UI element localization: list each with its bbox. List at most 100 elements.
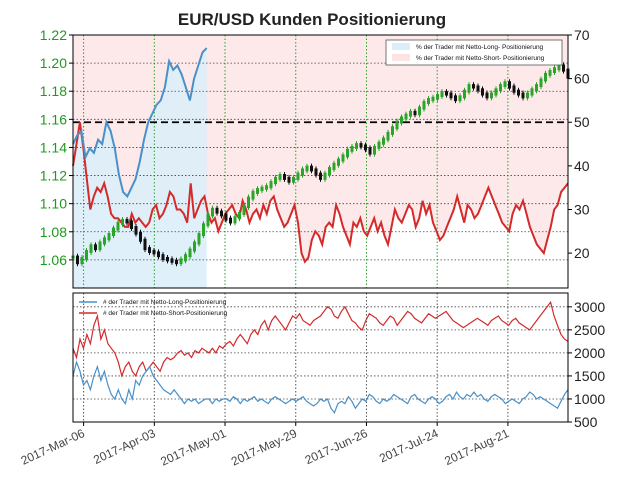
price-tick-label: 1.14 — [40, 139, 67, 155]
price-candle — [215, 207, 219, 214]
date-axis-ticks: 2017-Mar-06 2017-Apr-03 2017-May-01 2017-Ma… — [19, 422, 511, 469]
price-candle — [404, 113, 408, 120]
date-tick-label: 2017-Aug-21 — [442, 426, 511, 468]
price-tick-label: 1.22 — [40, 27, 67, 43]
price-candle — [472, 84, 475, 89]
count-tick-label: 2500 — [574, 322, 605, 338]
price-candle — [310, 165, 313, 172]
price-candle — [229, 217, 232, 224]
price-candle — [364, 144, 367, 151]
price-candle — [134, 226, 138, 235]
count-tick-label: 2000 — [574, 345, 605, 361]
date-tick-label: 2017-Jun-26 — [303, 426, 370, 467]
price-candle — [139, 231, 142, 242]
price-candle — [179, 258, 183, 265]
price-panel-grid — [73, 34, 568, 288]
price-axis-ticks: 1.06 1.08 1.10 1.12 1.14 1.16 1.18 1.20 1.22 — [40, 27, 73, 268]
price-candle — [544, 72, 547, 82]
positioning-bands — [73, 35, 568, 288]
price-candle — [283, 174, 286, 180]
price-candle — [341, 154, 345, 162]
price-candle — [224, 213, 228, 221]
price-candle — [103, 237, 106, 245]
price-candle — [296, 172, 300, 180]
price-candle — [332, 162, 336, 171]
date-tick-label: 2017-Apr-03 — [91, 426, 158, 467]
price-candle — [562, 64, 565, 72]
price-candle — [382, 137, 385, 145]
price-candle — [458, 95, 462, 102]
price-candle — [557, 64, 561, 71]
price-candle — [440, 91, 444, 97]
price-candle — [323, 172, 327, 180]
percent-axis-ticks: 20 30 40 50 60 70 — [568, 27, 590, 261]
price-candle — [152, 249, 156, 255]
net-long-band — [73, 48, 207, 288]
price-candle — [184, 254, 187, 262]
price-candle — [166, 256, 169, 262]
net-short-percent-line — [72, 122, 569, 264]
chart-title: EUR/USD Kunden Positionierung — [178, 10, 446, 29]
price-candle — [346, 148, 349, 158]
price-candle — [260, 186, 264, 192]
date-tick-label: 2017-May-01 — [158, 426, 228, 469]
price-tick-label: 1.12 — [40, 168, 67, 184]
count-tick-label: 500 — [574, 414, 598, 430]
price-candle — [508, 81, 511, 89]
price-candle — [170, 258, 174, 263]
price-candle — [485, 92, 489, 99]
percent-tick-label: 30 — [574, 201, 590, 217]
price-candle — [395, 120, 399, 130]
price-candle — [107, 233, 111, 241]
price-candle — [476, 85, 480, 92]
price-candle — [499, 84, 502, 92]
legend-short-count-label: # der Trader mit Netto-Short-Positionier… — [103, 310, 228, 317]
price-candle — [175, 259, 178, 265]
price-candle — [242, 204, 246, 216]
percent-tick-label: 50 — [574, 114, 590, 130]
price-panel: 1.06 1.08 1.10 1.12 1.14 1.16 1.18 1.20 1.22 20 3… — [40, 27, 590, 289]
percent-tick-label: 70 — [574, 27, 590, 43]
price-tick-label: 1.20 — [40, 55, 67, 71]
price-candle — [530, 88, 534, 96]
price-panel-frame — [72, 34, 569, 289]
count-tick-label: 3000 — [574, 299, 605, 315]
date-tick-label: 2017-Mar-06 — [19, 426, 87, 468]
price-candle — [116, 221, 120, 231]
date-tick-label: 2017-May-29 — [229, 426, 299, 469]
price-candle — [377, 141, 381, 149]
price-tick-label: 1.16 — [40, 111, 67, 127]
price-candle — [238, 212, 241, 220]
percent-tick-label: 20 — [574, 245, 590, 261]
price-candle — [422, 100, 426, 110]
legend-short-swatch — [392, 54, 410, 61]
price-candle — [418, 106, 421, 116]
price-candle — [521, 92, 525, 99]
net-short-count-line — [72, 300, 569, 378]
price-candle — [413, 110, 417, 116]
price-candle — [211, 207, 214, 217]
price-candle — [89, 244, 93, 253]
price-candle — [80, 256, 84, 265]
bottom-legend: # der Trader mit Netto-Long-Positionieru… — [79, 299, 228, 317]
price-candle — [445, 91, 448, 96]
price-candle — [490, 92, 493, 99]
date-tick-label: 2017-Jul-24 — [377, 426, 441, 466]
price-candle — [368, 147, 372, 155]
price-candle — [265, 185, 268, 190]
price-candle — [85, 249, 88, 260]
price-candle — [220, 210, 223, 217]
price-candle — [355, 143, 358, 149]
percent-tick-label: 60 — [574, 71, 590, 87]
price-candle — [157, 251, 160, 258]
price-candle — [148, 247, 151, 253]
price-candle — [193, 241, 196, 252]
price-candle — [76, 255, 79, 265]
price-candle — [292, 176, 295, 183]
price-tick-label: 1.08 — [40, 224, 67, 240]
price-candle — [409, 110, 412, 117]
legend-long-label: % der Trader mit Netto-Long- Positionier… — [416, 44, 544, 51]
price-candle — [269, 181, 273, 189]
price-candle — [328, 167, 331, 176]
